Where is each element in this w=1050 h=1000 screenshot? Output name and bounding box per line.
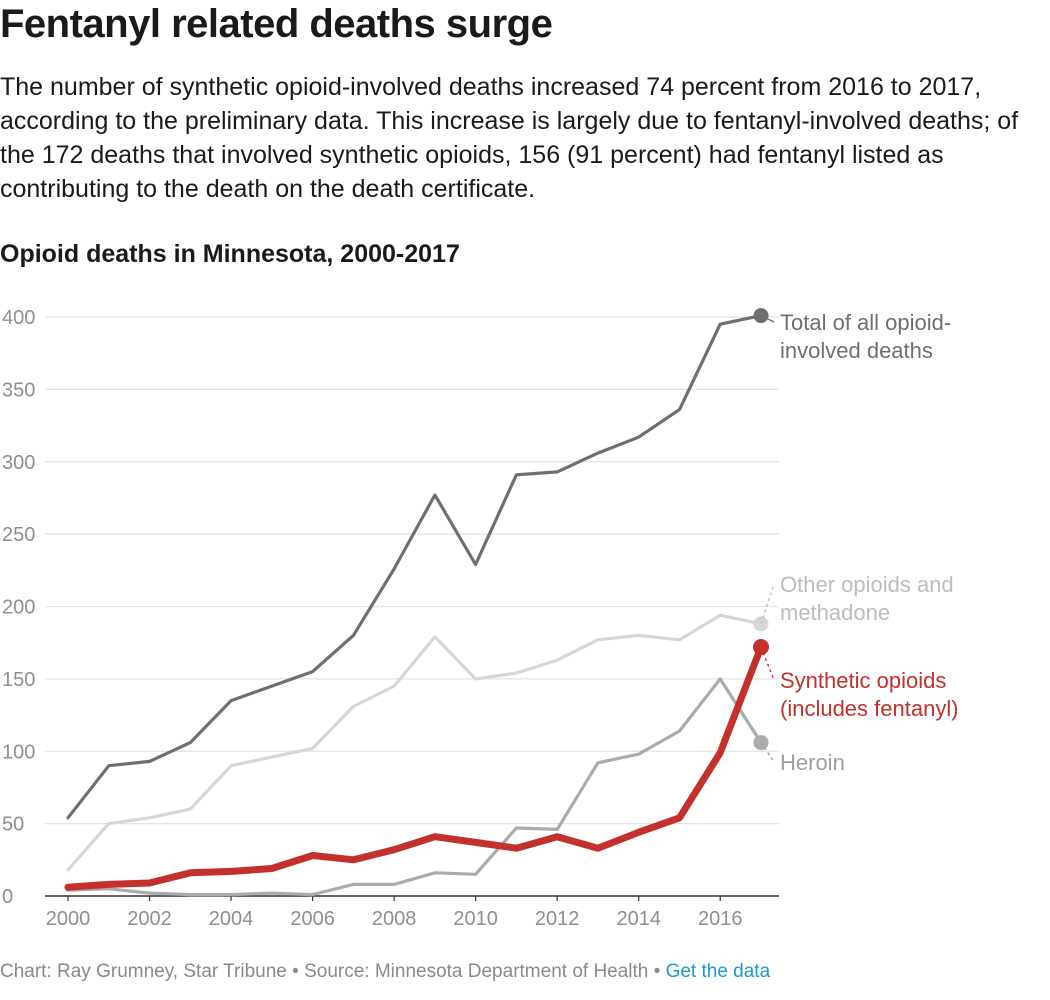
y-tick-label-400: 400 xyxy=(2,307,35,329)
y-tick-label-300: 300 xyxy=(2,452,35,474)
x-tick-label-2012: 2012 xyxy=(535,908,580,930)
x-tick-label-2016: 2016 xyxy=(698,908,743,930)
series-line-other-opioids-and-methadone xyxy=(66,613,763,872)
series-label-other-opioids-and-methadone-1: methadone xyxy=(780,600,890,625)
gridlines xyxy=(45,316,779,825)
leader-line-total-of-all-opioid-involved-deaths xyxy=(760,314,775,323)
series-label-other-opioids-and-methadone-0: Other opioids and xyxy=(780,572,954,597)
chart-subtitle: Opioid deaths in Minnesota, 2000-2017 xyxy=(0,240,460,268)
x-tick-label-2002: 2002 xyxy=(127,908,172,930)
x-tick-label-2008: 2008 xyxy=(372,908,417,930)
page-title: Fentanyl related deaths surge xyxy=(0,2,553,46)
get-the-data-link[interactable]: Get the data xyxy=(665,961,771,982)
series-label-synthetic-opioids-includes-fentanyl-0: Synthetic opioids xyxy=(780,668,946,693)
series-lines xyxy=(64,308,769,897)
series-line-total-of-all-opioid-involved-deaths xyxy=(66,314,763,820)
y-tick-label-150: 150 xyxy=(2,669,35,691)
x-tick-label-2000: 2000 xyxy=(46,908,91,930)
y-tick-label-200: 200 xyxy=(2,597,35,619)
leader-line-other-opioids-and-methadone xyxy=(760,583,775,625)
series-label-total-of-all-opioid-involved-deaths-0: Total of all opioid- xyxy=(780,310,951,335)
series-labels: Total of all opioid-involved deaths Other… xyxy=(760,310,959,775)
endpoint-marker-total-of-all-opioid-involved-deaths xyxy=(753,308,769,324)
x-tick-label-2014: 2014 xyxy=(616,908,661,930)
chart-footer: Chart: Ray Grumney, Star Tribune • Sourc… xyxy=(0,961,770,983)
series-label-synthetic-opioids-includes-fentanyl-1: (includes fentanyl) xyxy=(780,696,959,721)
source-credit: Chart: Ray Grumney, Star Tribune • Sourc… xyxy=(0,961,666,982)
y-axis: 0 50 100 150 200 250 300 350 400 xyxy=(2,307,35,908)
leader-line-heroin xyxy=(760,742,775,763)
x-tick-label-2006: 2006 xyxy=(290,908,335,930)
x-axis: 2000 2002 2004 2006 2008 2010 2012 2014 2016 xyxy=(45,895,779,930)
series-label-total-of-all-opioid-involved-deaths-1: involved deaths xyxy=(780,338,933,363)
series-line-synthetic-opioids-includes-fentanyl xyxy=(64,643,765,891)
series-label-heroin-0: Heroin xyxy=(780,750,845,775)
x-tick-label-2010: 2010 xyxy=(453,908,498,930)
y-tick-label-50: 50 xyxy=(2,814,24,836)
y-tick-label-100: 100 xyxy=(2,741,35,763)
y-tick-label-0: 0 xyxy=(2,886,13,908)
chart-description: The number of synthetic opioid-involved … xyxy=(0,73,1019,203)
y-tick-label-250: 250 xyxy=(2,524,35,546)
x-tick-label-2004: 2004 xyxy=(209,908,254,930)
y-tick-label-350: 350 xyxy=(2,379,35,401)
series-line-heroin xyxy=(66,677,763,897)
